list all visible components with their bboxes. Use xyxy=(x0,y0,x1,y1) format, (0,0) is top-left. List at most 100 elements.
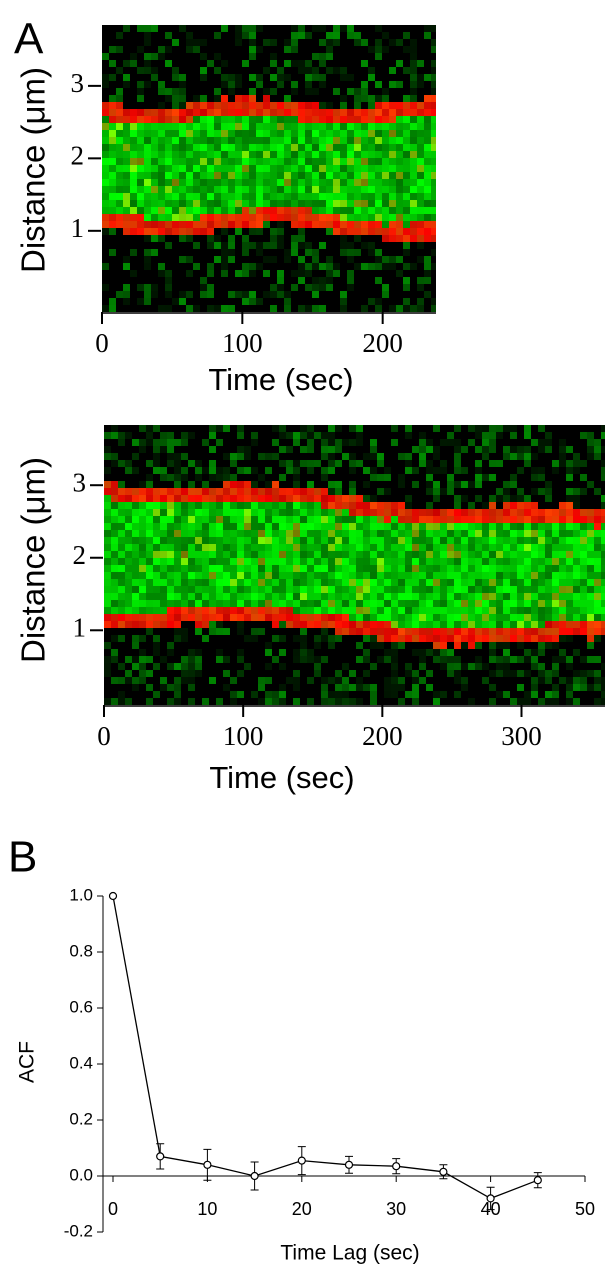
y-axis-label: Distance (μm) xyxy=(15,67,52,273)
kymograph-pixel xyxy=(286,614,293,621)
kymograph-pixel xyxy=(333,39,340,46)
kymograph-pixel xyxy=(328,579,335,586)
kymograph-pixel xyxy=(298,263,305,270)
kymograph-pixel xyxy=(389,228,396,235)
kymograph-pixel xyxy=(433,425,440,432)
kymograph-pixel xyxy=(517,495,524,502)
kymograph-pixel xyxy=(368,137,375,144)
kymograph-pixel xyxy=(270,193,277,200)
kymograph-pixel xyxy=(144,165,151,172)
kymograph-pixel xyxy=(144,53,151,60)
kymograph-pixel xyxy=(349,614,356,621)
kymograph-pixel xyxy=(328,565,335,572)
kymograph-pixel xyxy=(165,158,172,165)
kymograph-pixel xyxy=(524,558,531,565)
kymograph-pixel xyxy=(179,144,186,151)
kymograph-pixel xyxy=(221,172,228,179)
kymograph-pixel xyxy=(410,67,417,74)
kymograph-pixel xyxy=(305,60,312,67)
kymograph-pixel xyxy=(335,593,342,600)
kymograph-pixel xyxy=(601,460,605,467)
kymograph-pixel xyxy=(270,228,277,235)
kymograph-pixel xyxy=(307,516,314,523)
kymograph-pixel xyxy=(118,663,125,670)
kymograph-pixel xyxy=(286,523,293,530)
kymograph-pixel xyxy=(258,530,265,537)
kymograph-pixel xyxy=(419,628,426,635)
kymograph-pixel xyxy=(396,193,403,200)
kymograph-pixel xyxy=(503,558,510,565)
kymograph-pixel xyxy=(419,565,426,572)
kymograph-pixel xyxy=(265,572,272,579)
kymograph-pixel xyxy=(587,621,594,628)
kymograph-pixel xyxy=(601,614,605,621)
kymograph-pixel xyxy=(230,579,237,586)
kymograph-pixel xyxy=(382,130,389,137)
kymograph-pixel xyxy=(125,607,132,614)
kymograph-pixel xyxy=(200,158,207,165)
kymograph-pixel xyxy=(235,102,242,109)
kymograph-pixel xyxy=(293,607,300,614)
kymograph-pixel xyxy=(251,502,258,509)
data-point xyxy=(251,1173,258,1180)
kymograph-pixel xyxy=(181,488,188,495)
kymograph-pixel xyxy=(349,460,356,467)
kymograph-pixel xyxy=(104,565,111,572)
kymograph-pixel xyxy=(291,151,298,158)
x-tick-label: 10 xyxy=(197,1199,217,1219)
kymograph-pixel xyxy=(265,593,272,600)
kymograph-pixel xyxy=(524,502,531,509)
kymograph-pixel xyxy=(158,305,165,312)
kymograph-pixel xyxy=(272,600,279,607)
kymograph-pixel xyxy=(545,432,552,439)
kymograph-pixel xyxy=(328,572,335,579)
kymograph-pixel xyxy=(235,25,242,32)
kymograph-pixel xyxy=(356,460,363,467)
kymograph-pixel xyxy=(566,502,573,509)
kymograph-pixel xyxy=(193,102,200,109)
kymograph-pixel xyxy=(244,495,251,502)
kymograph-pixel xyxy=(214,137,221,144)
kymograph-pixel xyxy=(482,439,489,446)
kymograph-pixel xyxy=(335,565,342,572)
kymograph-pixel xyxy=(300,530,307,537)
kymograph-pixel xyxy=(209,446,216,453)
kymograph-pixel xyxy=(426,684,433,691)
kymograph-pixel xyxy=(102,179,109,186)
kymograph-pixel xyxy=(242,172,249,179)
kymograph-pixel xyxy=(186,102,193,109)
kymograph-pixel xyxy=(272,614,279,621)
kymograph-pixel xyxy=(228,256,235,263)
kymograph-pixel xyxy=(298,200,305,207)
kymograph-pixel xyxy=(305,74,312,81)
kymograph-pixel xyxy=(174,614,181,621)
kymograph-pixel xyxy=(417,60,424,67)
kymograph-pixel xyxy=(284,109,291,116)
kymograph-pixel xyxy=(193,200,200,207)
kymograph-pixel xyxy=(384,558,391,565)
kymograph-pixel xyxy=(214,186,221,193)
kymograph-pixel xyxy=(419,579,426,586)
kymograph-pixel xyxy=(440,488,447,495)
kymograph-pixel xyxy=(258,698,265,705)
kymograph-pixel xyxy=(186,193,193,200)
kymograph-pixel xyxy=(153,621,160,628)
kymograph-pixel xyxy=(468,537,475,544)
kymograph-pixel xyxy=(342,530,349,537)
kymograph-pixel xyxy=(601,509,605,516)
kymograph-pixel xyxy=(405,453,412,460)
kymograph-pixel xyxy=(333,123,340,130)
kymograph-pixel xyxy=(118,565,125,572)
kymograph-pixel xyxy=(209,551,216,558)
kymograph-pixel xyxy=(314,656,321,663)
kymograph-pixel xyxy=(132,593,139,600)
kymograph-pixel xyxy=(237,446,244,453)
kymograph-pixel xyxy=(132,586,139,593)
kymograph-pixel xyxy=(293,635,300,642)
kymograph-pixel xyxy=(214,67,221,74)
kymograph-pixel xyxy=(139,614,146,621)
kymograph-pixel xyxy=(291,242,298,249)
kymograph-pixel xyxy=(279,572,286,579)
kymograph-pixel xyxy=(102,130,109,137)
kymograph-pixel xyxy=(410,88,417,95)
